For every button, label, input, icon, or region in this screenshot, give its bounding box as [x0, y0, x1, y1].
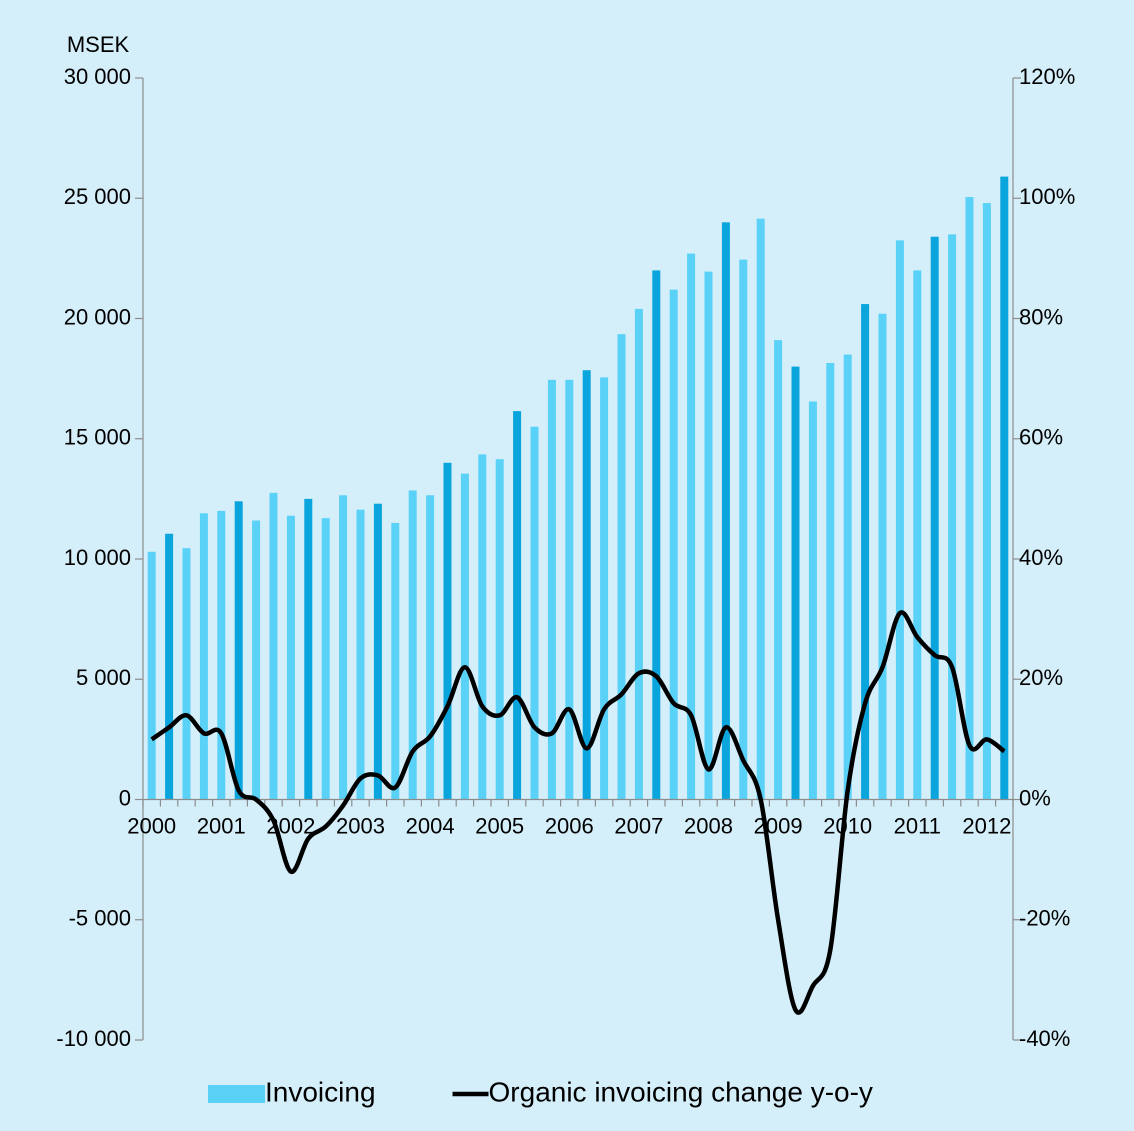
- bar: [1000, 176, 1009, 800]
- bar: [321, 518, 330, 800]
- bar: [878, 313, 887, 800]
- bar: [669, 289, 678, 800]
- y-tick-label: -5 000: [69, 906, 131, 931]
- legend-swatch: [208, 1085, 265, 1103]
- x-tick-label: 2003: [336, 813, 385, 838]
- bar: [634, 308, 643, 800]
- bar: [826, 362, 835, 800]
- y-tick-label: -10 000: [56, 1026, 131, 1051]
- bar: [495, 459, 504, 800]
- bar: [165, 533, 174, 800]
- bar: [913, 270, 922, 800]
- bar: [373, 503, 382, 800]
- bar: [774, 340, 783, 800]
- bar: [408, 490, 417, 800]
- bar: [704, 271, 713, 800]
- y2-tick-label: -40%: [1019, 1026, 1070, 1051]
- y2-tick-label: 0%: [1019, 785, 1051, 810]
- y-tick-label: 20 000: [64, 304, 131, 329]
- y-tick-label: 5 000: [76, 665, 131, 690]
- bar: [565, 379, 574, 800]
- bar: [460, 473, 469, 800]
- bar: [930, 236, 939, 800]
- bar: [948, 234, 957, 800]
- bar: [286, 515, 295, 800]
- bar: [791, 366, 800, 800]
- bar: [304, 498, 313, 800]
- y2-tick-label: 60%: [1019, 425, 1063, 450]
- x-tick-label: 2012: [962, 813, 1011, 838]
- bar: [426, 495, 435, 800]
- bar: [652, 270, 661, 800]
- y2-tick-label: -20%: [1019, 906, 1070, 931]
- bar: [582, 370, 591, 800]
- bar: [234, 501, 243, 800]
- x-tick-label: 2007: [614, 813, 663, 838]
- bar: [269, 492, 278, 800]
- bar: [982, 203, 991, 800]
- x-tick-label: 2011: [894, 813, 941, 838]
- line: [150, 610, 1006, 1015]
- bar: [339, 495, 348, 800]
- x-tick-label: 2000: [127, 813, 176, 838]
- bar: [530, 426, 539, 800]
- bar: [391, 522, 400, 800]
- y2-tick-label: 120%: [1019, 64, 1075, 89]
- bar: [843, 354, 852, 800]
- bar: [443, 462, 452, 800]
- bar: [513, 411, 522, 800]
- bar: [356, 509, 365, 800]
- bar: [217, 510, 226, 800]
- bar: [147, 551, 156, 800]
- bar: [756, 218, 765, 800]
- bar: [895, 240, 904, 800]
- bar: [617, 334, 626, 800]
- x-tick-label: 2005: [475, 813, 524, 838]
- bar: [808, 401, 817, 800]
- x-tick-label: 2004: [406, 813, 455, 838]
- bar: [252, 520, 261, 800]
- bar: [600, 377, 609, 800]
- legend-label: Organic invoicing change y-o-y: [489, 1076, 873, 1107]
- y-tick-label: 15 000: [64, 425, 131, 450]
- y-tick-label: 0: [119, 785, 131, 810]
- x-tick-label: 2010: [823, 813, 872, 838]
- y-tick-label: 10 000: [64, 545, 131, 570]
- y2-tick-label: 20%: [1019, 665, 1063, 690]
- bar: [547, 379, 556, 800]
- y-tick-label: 30 000: [64, 64, 131, 89]
- bar: [199, 513, 208, 800]
- bar: [182, 548, 191, 800]
- bar: [721, 222, 730, 800]
- bar: [478, 454, 487, 800]
- y2-tick-label: 40%: [1019, 545, 1063, 570]
- y-tick-label: 25 000: [64, 184, 131, 209]
- x-tick-label: 2001: [197, 813, 246, 838]
- bar: [739, 259, 748, 800]
- y2-tick-label: 100%: [1019, 184, 1075, 209]
- bar: [861, 304, 870, 800]
- x-tick-label: 2009: [754, 813, 803, 838]
- x-tick-label: 2006: [545, 813, 594, 838]
- y-axis-label: MSEK: [67, 32, 130, 57]
- x-tick-label: 2008: [684, 813, 733, 838]
- bar: [965, 197, 974, 800]
- legend-label: Invoicing: [265, 1076, 376, 1107]
- y2-tick-label: 80%: [1019, 304, 1063, 329]
- bar: [687, 253, 696, 800]
